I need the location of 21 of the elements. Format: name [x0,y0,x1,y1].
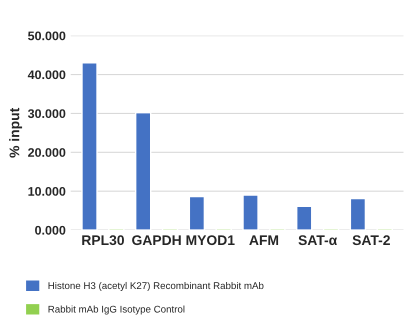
x-tick-label: SAT-2 [352,235,390,246]
bar [81,62,98,230]
y-tick-label: 40.000 [28,70,66,80]
bar [296,206,312,230]
x-tick-label: MYOD1 [186,235,235,246]
y-tick-label: 0.000 [35,226,66,235]
x-tick-label: AFM [249,235,278,245]
y-axis-title: % input [9,108,22,158]
y-tick-label: 30.000 [28,109,66,118]
legend-label: Histone H3 (acetyl K27) Recombinant Rabbit mAb [48,282,264,292]
y-tick-label: 50.000 [28,31,66,40]
bar [134,112,152,230]
x-tick-label: GAPDH [132,235,181,246]
legend-label: Rabbit mAb IgG Isotype Control [48,305,184,315]
y-tick-label: 10.000 [28,186,66,196]
bar [188,196,206,230]
bar [242,194,259,230]
bar [350,198,366,230]
x-tick-label: RPL30 [82,235,124,246]
x-tick-label: SAT-α [298,235,338,246]
y-tick-label: 20.000 [28,148,66,157]
